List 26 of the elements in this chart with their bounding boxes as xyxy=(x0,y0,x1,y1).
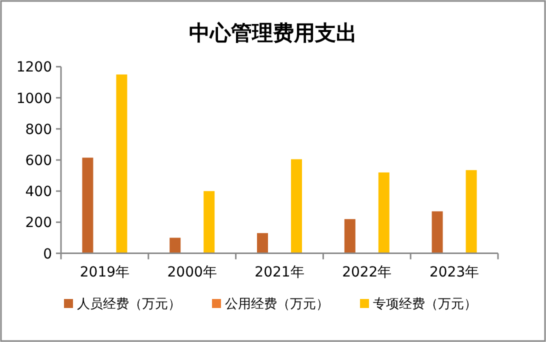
y-tick-label: 1200 xyxy=(16,60,52,76)
x-tick-label: 2022年 xyxy=(342,264,392,280)
bar xyxy=(466,170,477,254)
bar xyxy=(116,74,128,254)
bar xyxy=(291,159,302,254)
x-tick-label: 2000年 xyxy=(167,264,217,280)
y-tick-label: 1000 xyxy=(16,90,52,107)
chart-title: 中心管理费用支出 xyxy=(189,20,357,45)
bar xyxy=(257,233,268,254)
y-tick-label: 0 xyxy=(43,246,52,262)
bar xyxy=(204,191,215,254)
bar xyxy=(344,219,356,254)
bar xyxy=(432,211,443,254)
y-tick-label: 400 xyxy=(25,184,52,200)
legend-label: 公用经费（万元） xyxy=(225,297,329,312)
x-tick-label: 2019年 xyxy=(80,264,130,280)
y-tick-label: 600 xyxy=(25,153,52,169)
y-tick-label: 200 xyxy=(25,215,52,232)
y-tick-label: 800 xyxy=(25,122,52,138)
bar xyxy=(170,238,181,254)
x-tick-label: 2021年 xyxy=(254,264,304,280)
bar xyxy=(82,158,94,254)
x-tick-label: 2023年 xyxy=(429,264,480,280)
legend-label: 专项经费（万元） xyxy=(373,297,477,312)
legend-label: 人员经费（万元） xyxy=(77,297,181,312)
bar xyxy=(378,172,390,254)
